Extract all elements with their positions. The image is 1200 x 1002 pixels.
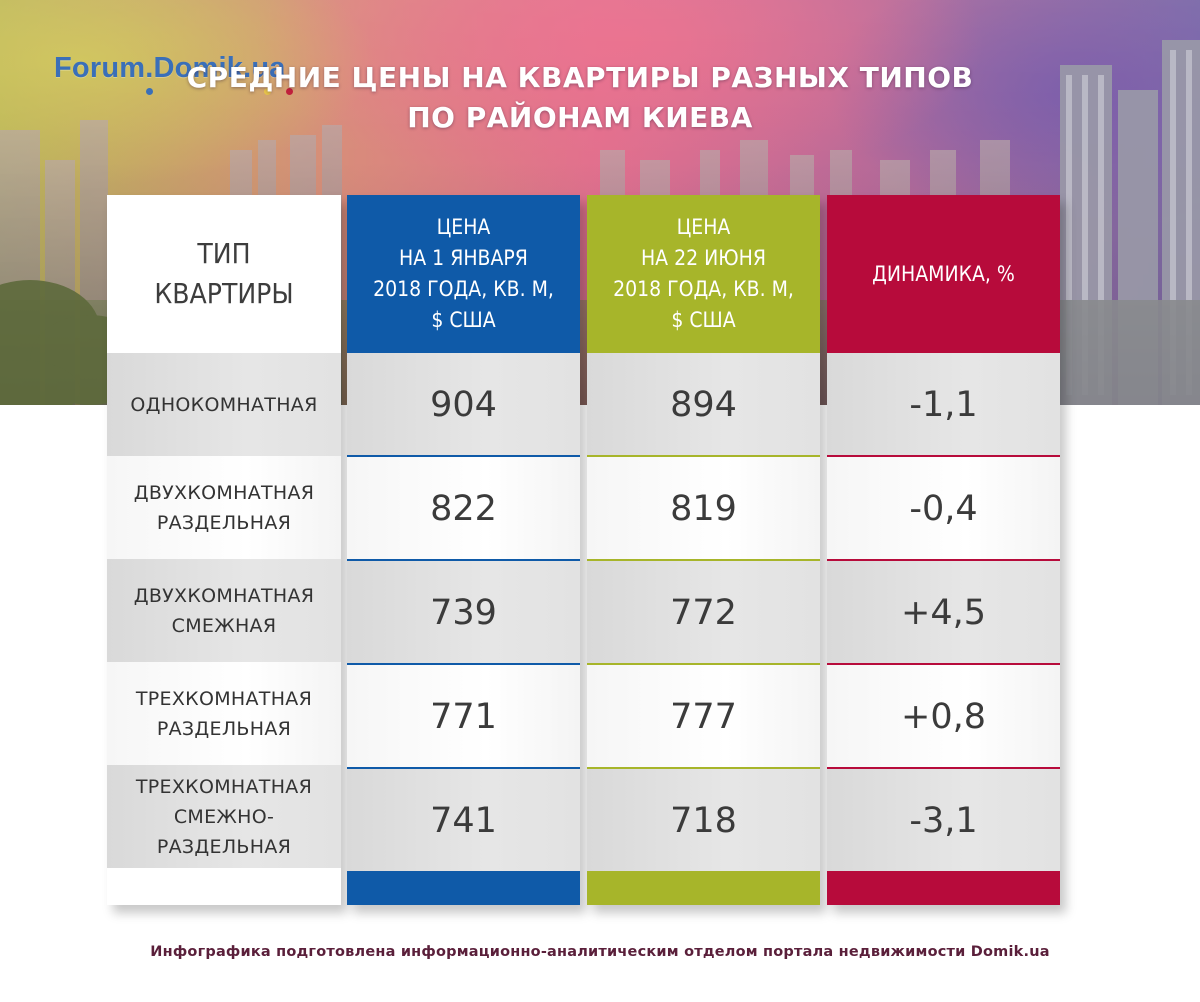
header-price-june-label: ЦЕНА НА 22 ИЮНЯ 2018 ГОДА, КВ. М, $ США bbox=[613, 215, 794, 332]
source-note: Инфографика подготовлена информационно-а… bbox=[150, 944, 1050, 960]
column-price-june-footer bbox=[587, 871, 820, 905]
header-price-january: ЦЕНА НА 1 ЯНВАРЯ 2018 ГОДА, КВ. М, $ США bbox=[347, 195, 580, 353]
row-1-type-cell: ОДНОКОМНАТНАЯ bbox=[107, 353, 341, 456]
row-3-price-jun-cell: 772 bbox=[587, 561, 820, 664]
header-price-january-label: ЦЕНА НА 1 ЯНВАРЯ 2018 ГОДА, КВ. М, $ США bbox=[373, 215, 554, 332]
row-5-change-cell: -3,1 bbox=[827, 769, 1060, 872]
chart-title: СРЕДНИЕ ЦЕНЫ НА КВАРТИРЫ РАЗНЫХ ТИПОВ ПО… bbox=[160, 58, 1000, 138]
row-1-type: ОДНОКОМНАТНАЯ bbox=[130, 393, 318, 416]
row-1-change-divider bbox=[827, 455, 1060, 457]
domik-logo: Forum.Domik.ua bbox=[54, 52, 286, 84]
logo-dot-blue bbox=[146, 88, 153, 95]
row-4-change-divider bbox=[827, 767, 1060, 769]
row-4-price-jan-divider bbox=[347, 767, 580, 769]
row-1-change-cell: -1,1 bbox=[827, 353, 1060, 456]
row-3-price-jan-divider bbox=[347, 663, 580, 665]
row-2-price-jun: 819 bbox=[670, 488, 737, 529]
logo-dot-red bbox=[286, 88, 293, 95]
column-apartment-type-footer bbox=[107, 871, 341, 905]
row-4-type: ТРЕХКОМНАТНАЯ РАЗДЕЛЬНАЯ bbox=[135, 687, 313, 740]
row-3-type: ДВУХКОМНАТНАЯ СМЕЖНАЯ bbox=[133, 584, 315, 637]
row-4-price-jan: 771 bbox=[430, 696, 497, 737]
row-2-price-jan: 822 bbox=[430, 488, 497, 529]
row-4-price-jun: 777 bbox=[670, 696, 737, 737]
row-2-price-jan-divider bbox=[347, 559, 580, 561]
row-1-price-jun-cell: 894 bbox=[587, 353, 820, 456]
row-3-change-divider bbox=[827, 663, 1060, 665]
column-dynamics: ДИНАМИКА, % -1,1 -0,4 +4,5 +0,8 -3,1 bbox=[827, 195, 1060, 905]
row-2-change: -0,4 bbox=[909, 488, 978, 529]
logo-dot-yellow bbox=[264, 88, 271, 95]
row-5-type: ТРЕХКОМНАТНАЯ СМЕЖНО- РАЗДЕЛЬНАЯ bbox=[135, 775, 313, 858]
row-4-change-cell: +0,8 bbox=[827, 665, 1060, 768]
row-5-price-jun-cell: 718 bbox=[587, 769, 820, 872]
header-dynamics-label: ДИНАМИКА, % bbox=[872, 261, 1015, 286]
row-3-type-cell: ДВУХКОМНАТНАЯ СМЕЖНАЯ bbox=[107, 559, 341, 662]
header-price-june: ЦЕНА НА 22 ИЮНЯ 2018 ГОДА, КВ. М, $ США bbox=[587, 195, 820, 353]
row-4-type-cell: ТРЕХКОМНАТНАЯ РАЗДЕЛЬНАЯ bbox=[107, 662, 341, 765]
row-4-price-jun-divider bbox=[587, 767, 820, 769]
row-1-price-jan-cell: 904 bbox=[347, 353, 580, 456]
header-apartment-type-label: ТИП КВАРТИРЫ bbox=[154, 237, 294, 310]
logo-dots bbox=[146, 88, 316, 98]
column-apartment-type: ТИП КВАРТИРЫ ОДНОКОМНАТНАЯ ДВУХКОМНАТНАЯ… bbox=[107, 195, 341, 905]
column-price-january-footer bbox=[347, 871, 580, 905]
row-1-price-jan-divider bbox=[347, 455, 580, 457]
header-dynamics: ДИНАМИКА, % bbox=[827, 195, 1060, 353]
row-2-type: ДВУХКОМНАТНАЯ РАЗДЕЛЬНАЯ bbox=[133, 481, 315, 534]
row-4-price-jan-cell: 771 bbox=[347, 665, 580, 768]
chart-title-text: СРЕДНИЕ ЦЕНЫ НА КВАРТИРЫ РАЗНЫХ ТИПОВ ПО… bbox=[186, 61, 974, 134]
row-2-type-cell: ДВУХКОМНАТНАЯ РАЗДЕЛЬНАЯ bbox=[107, 456, 341, 559]
row-3-price-jan-cell: 739 bbox=[347, 561, 580, 664]
row-3-price-jun-divider bbox=[587, 663, 820, 665]
row-2-price-jan-cell: 822 bbox=[347, 457, 580, 560]
row-1-price-jun: 894 bbox=[670, 384, 737, 425]
row-2-change-cell: -0,4 bbox=[827, 457, 1060, 560]
row-4-change: +0,8 bbox=[901, 696, 986, 737]
row-3-price-jan: 739 bbox=[430, 592, 497, 633]
row-3-price-jun: 772 bbox=[670, 592, 737, 633]
row-5-price-jan-cell: 741 bbox=[347, 769, 580, 872]
row-1-price-jun-divider bbox=[587, 455, 820, 457]
column-price-january: ЦЕНА НА 1 ЯНВАРЯ 2018 ГОДА, КВ. М, $ США… bbox=[347, 195, 580, 905]
row-3-change: +4,5 bbox=[901, 592, 986, 633]
row-5-price-jan: 741 bbox=[430, 800, 497, 841]
row-4-price-jun-cell: 777 bbox=[587, 665, 820, 768]
row-5-type-cell: ТРЕХКОМНАТНАЯ СМЕЖНО- РАЗДЕЛЬНАЯ bbox=[107, 765, 341, 868]
column-price-june: ЦЕНА НА 22 ИЮНЯ 2018 ГОДА, КВ. М, $ США … bbox=[587, 195, 820, 905]
header-apartment-type: ТИП КВАРТИРЫ bbox=[107, 195, 341, 353]
row-1-price-jan: 904 bbox=[430, 384, 497, 425]
row-3-change-cell: +4,5 bbox=[827, 561, 1060, 664]
row-2-change-divider bbox=[827, 559, 1060, 561]
row-2-price-jun-divider bbox=[587, 559, 820, 561]
row-5-price-jun: 718 bbox=[670, 800, 737, 841]
column-dynamics-footer bbox=[827, 871, 1060, 905]
row-1-change: -1,1 bbox=[909, 384, 978, 425]
row-2-price-jun-cell: 819 bbox=[587, 457, 820, 560]
row-5-change: -3,1 bbox=[909, 800, 978, 841]
